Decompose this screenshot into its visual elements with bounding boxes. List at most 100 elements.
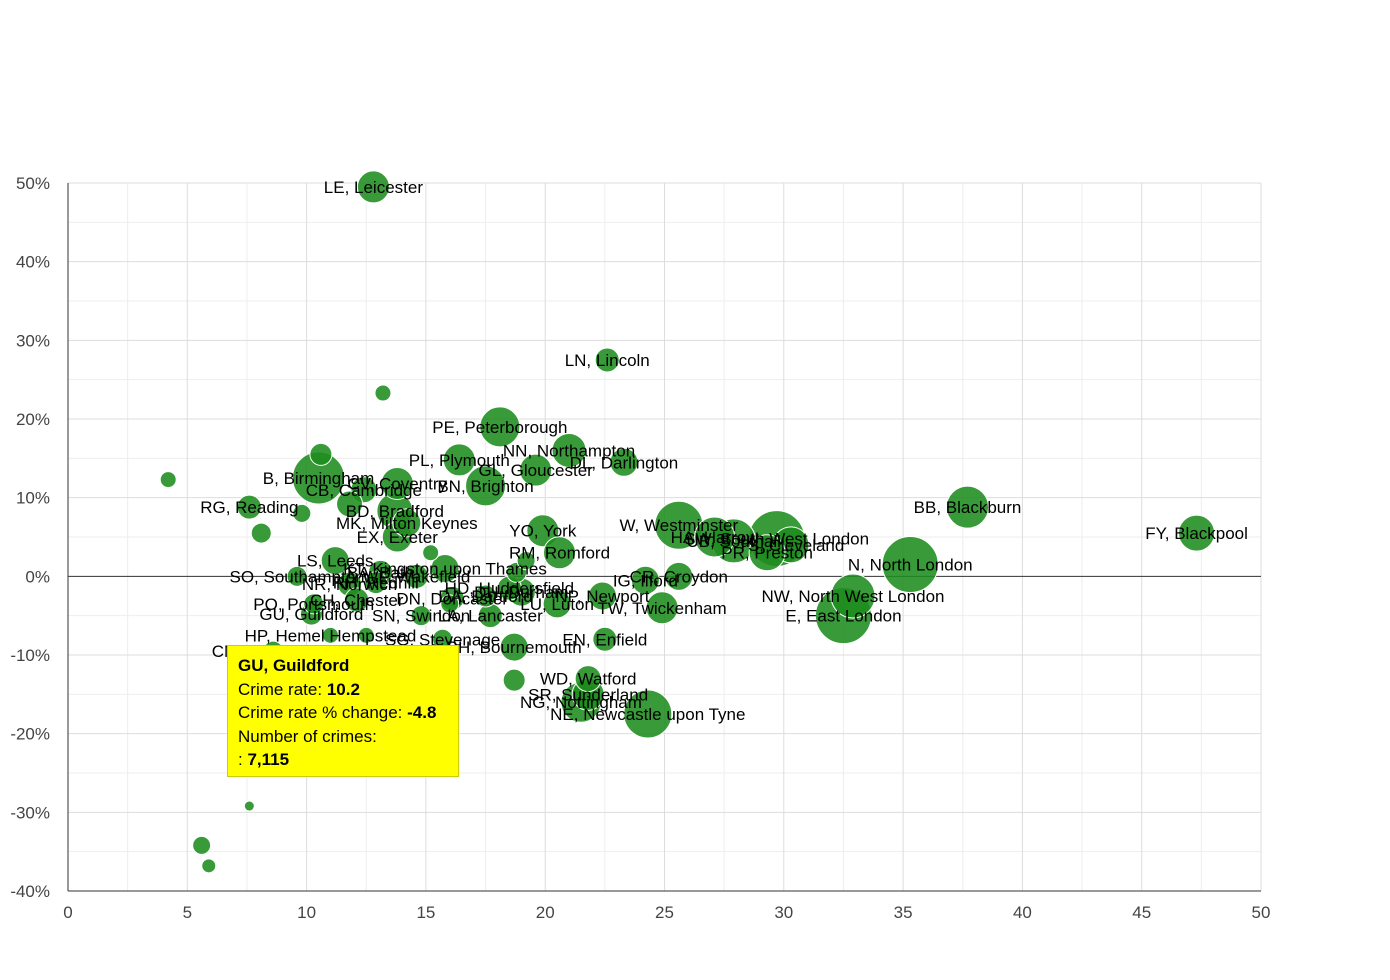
data-bubble[interactable]	[403, 563, 429, 589]
data-bubble[interactable]	[286, 565, 308, 587]
data-bubble[interactable]	[630, 565, 660, 595]
data-bubble[interactable]	[516, 551, 536, 571]
data-label: HA, Harrow	[671, 528, 760, 547]
tooltip-crimes-value: 7,115	[247, 750, 290, 769]
data-bubble[interactable]	[574, 665, 602, 693]
data-bubble[interactable]	[192, 835, 212, 855]
data-bubble[interactable]	[465, 465, 507, 507]
data-bubble[interactable]	[250, 522, 272, 544]
data-bubble[interactable]	[243, 800, 255, 812]
tooltip-crimes-prefix: :	[238, 750, 243, 769]
x-tick-label: 45	[1132, 903, 1151, 922]
data-bubble[interactable]	[594, 347, 620, 373]
data-label: BH, Bournemouth	[447, 638, 582, 657]
data-bubble[interactable]	[159, 471, 177, 489]
data-bubble[interactable]	[410, 605, 432, 627]
tooltip-crime-rate-label: Crime rate:	[238, 679, 323, 699]
data-label: GL, Gloucester	[478, 461, 593, 480]
data-bubble[interactable]	[609, 447, 639, 477]
x-tick-label: 20	[536, 903, 555, 922]
data-label: B, Birmingham	[263, 469, 374, 488]
x-tick-label: 5	[183, 903, 192, 922]
data-label: GU, Guildford	[259, 605, 363, 624]
data-bubble[interactable]	[748, 534, 786, 572]
data-bubble[interactable]	[592, 626, 618, 652]
data-label: BD, Bradford	[346, 502, 444, 521]
data-bubble[interactable]	[551, 432, 587, 468]
data-bubble[interactable]	[946, 485, 990, 529]
data-bubble[interactable]	[502, 668, 526, 692]
data-bubble[interactable]	[519, 453, 553, 487]
data-label: SR, Sunderland	[528, 685, 648, 704]
data-bubble[interactable]	[543, 536, 577, 570]
data-label: DL, Darlington	[570, 453, 679, 472]
data-label: FY, Blackpool	[1145, 524, 1248, 543]
data-bubble[interactable]	[479, 406, 521, 448]
data-bubble[interactable]	[374, 384, 392, 402]
data-bubble[interactable]	[292, 503, 312, 523]
data-label: CR, Croydon	[630, 567, 728, 586]
tooltip-crime-rate-value: 10.2	[326, 679, 360, 699]
data-label: NP, Newport	[555, 587, 649, 606]
data-label: IG, Ilford	[613, 571, 678, 590]
data-bubble[interactable]	[664, 561, 694, 591]
x-tick-label: 10	[297, 903, 316, 922]
data-label: LN, Lincoln	[565, 351, 650, 370]
data-bubble[interactable]	[380, 467, 414, 501]
data-bubble[interactable]	[430, 553, 460, 583]
data-label: MK, Milton Keynes	[336, 514, 478, 533]
data-label: RM, Romford	[509, 544, 610, 563]
data-bubble[interactable]	[356, 170, 390, 204]
data-bubble[interactable]	[442, 443, 476, 477]
data-label: DA, Dartford	[438, 587, 532, 606]
data-bubble[interactable]	[1178, 514, 1216, 552]
data-bubble[interactable]	[321, 626, 339, 644]
data-label: TS, Cleveland	[738, 536, 845, 555]
data-bubble[interactable]	[309, 442, 333, 466]
data-label: N, North London	[848, 556, 973, 575]
data-bubble[interactable]	[320, 546, 350, 576]
tooltip-change-row: Crime rate % change: -4.8	[238, 701, 448, 725]
data-label: CB, Cambridge	[306, 481, 422, 500]
data-label: NR, Norwich	[302, 575, 397, 594]
tooltip-crimes-label: Number of crimes:	[238, 726, 377, 746]
data-bubble[interactable]	[303, 593, 325, 615]
data-bubble[interactable]	[694, 516, 736, 558]
data-label: EN, Enfield	[562, 630, 647, 649]
y-tick-label: 10%	[16, 489, 50, 508]
data-bubble[interactable]	[236, 494, 262, 520]
data-bubble[interactable]	[344, 587, 370, 613]
data-bubble[interactable]	[623, 689, 673, 739]
data-bubble[interactable]	[526, 514, 560, 548]
data-bubble[interactable]	[881, 536, 939, 594]
data-bubble[interactable]	[542, 589, 572, 619]
data-label: BB, Blackburn	[914, 498, 1022, 517]
data-bubble[interactable]	[392, 508, 422, 538]
tooltip-crimes-row: : 7,115	[238, 748, 448, 772]
data-bubble[interactable]	[422, 544, 440, 562]
tooltip-change-label: Crime rate % change:	[238, 703, 403, 722]
data-label: NG, Nottingham	[520, 693, 642, 712]
data-bubble[interactable]	[201, 858, 217, 874]
data-label: NW, North West London	[761, 587, 944, 606]
data-bubble[interactable]	[336, 490, 364, 518]
data-bubble[interactable]	[474, 584, 498, 608]
data-label: NN, Northampton	[503, 441, 635, 460]
x-tick-label: 25	[655, 903, 674, 922]
data-bubble[interactable]	[364, 571, 388, 595]
x-tick-label: 40	[1013, 903, 1032, 922]
data-label: YO, York	[509, 522, 577, 541]
data-bubble[interactable]	[357, 626, 375, 644]
data-label: SN, Swindon	[372, 607, 470, 626]
data-label: LE, Leicester	[324, 178, 424, 197]
data-bubbles	[159, 170, 1216, 874]
data-label: HD, Huddersfield	[445, 579, 574, 598]
data-bubble[interactable]	[587, 581, 617, 611]
data-bubble[interactable]	[830, 573, 876, 619]
data-bubble[interactable]	[440, 594, 460, 614]
data-label: RH, Redhill	[333, 574, 419, 593]
data-bubble[interactable]	[499, 632, 529, 662]
data-bubble[interactable]	[645, 591, 679, 625]
data-label: PR, Preston	[721, 544, 813, 563]
